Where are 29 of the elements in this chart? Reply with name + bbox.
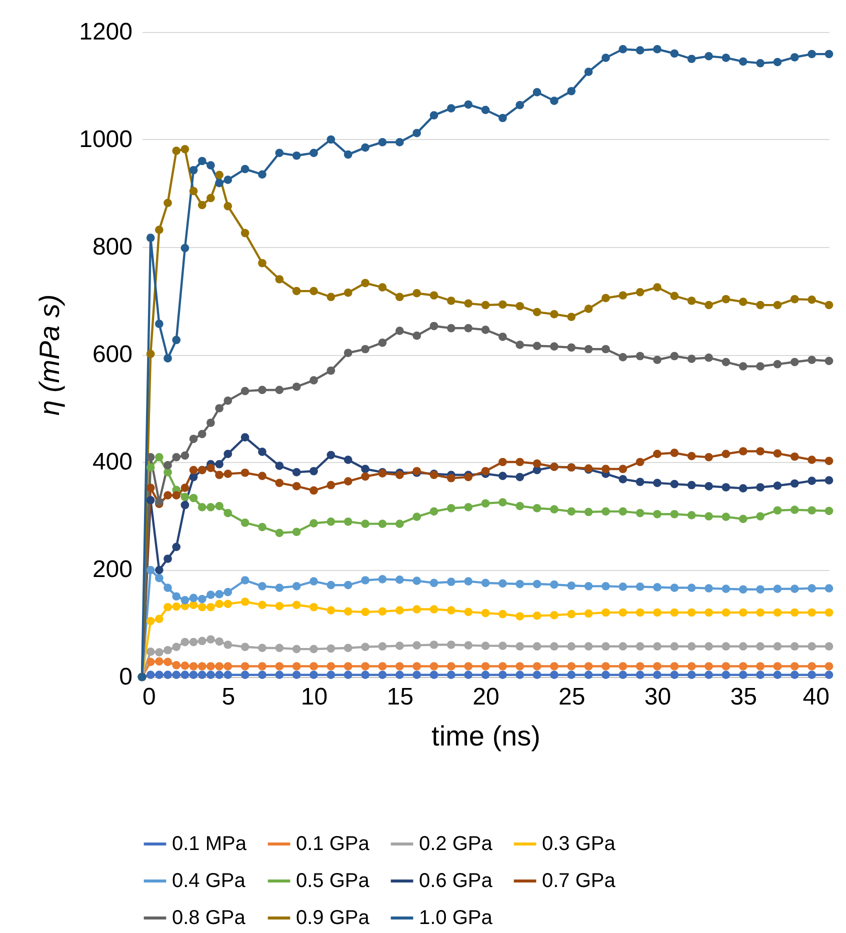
legend-label: 0.8 GPa: [172, 907, 246, 929]
y-tick-label: 400: [92, 448, 132, 476]
legend-label: 0.1 GPa: [296, 833, 370, 855]
legend-label: 0.7 GPa: [542, 870, 616, 892]
x-tick-label: 20: [472, 684, 500, 710]
y-tick-label: 1000: [79, 126, 132, 153]
x-tick-label: 40: [802, 684, 830, 710]
y-tick-label: 0: [119, 664, 132, 690]
x-tick-label: 30: [644, 684, 672, 710]
legend-label: 0.9 GPa: [296, 907, 370, 929]
x-tick-label: 10: [300, 684, 328, 710]
y-tick-label: 1200: [79, 18, 132, 46]
x-tick-label: 35: [730, 684, 757, 710]
y-tick-label: 200: [92, 556, 132, 583]
legend-label: 0.3 GPa: [542, 833, 616, 855]
legend-label: 0.5 GPa: [296, 870, 370, 892]
legend-label: 1.0 GPa: [419, 907, 494, 929]
legend-label: 0.4 GPa: [172, 870, 246, 892]
x-tick-label: 15: [386, 684, 414, 710]
y-tick-label: 800: [92, 234, 132, 260]
x-tick-label: 25: [558, 684, 586, 710]
legend-label: 0.6 GPa: [419, 870, 494, 892]
x-axis-title: time (ns): [432, 720, 540, 752]
y-axis-title: η (mPa s): [34, 294, 66, 416]
x-tick-label: 0: [142, 684, 156, 710]
legend-label: 0.1 MPa: [172, 833, 248, 855]
x-tick-label: 5: [222, 684, 236, 710]
legend-label: 0.2 GPa: [419, 833, 494, 855]
y-tick-label: 600: [92, 341, 132, 368]
